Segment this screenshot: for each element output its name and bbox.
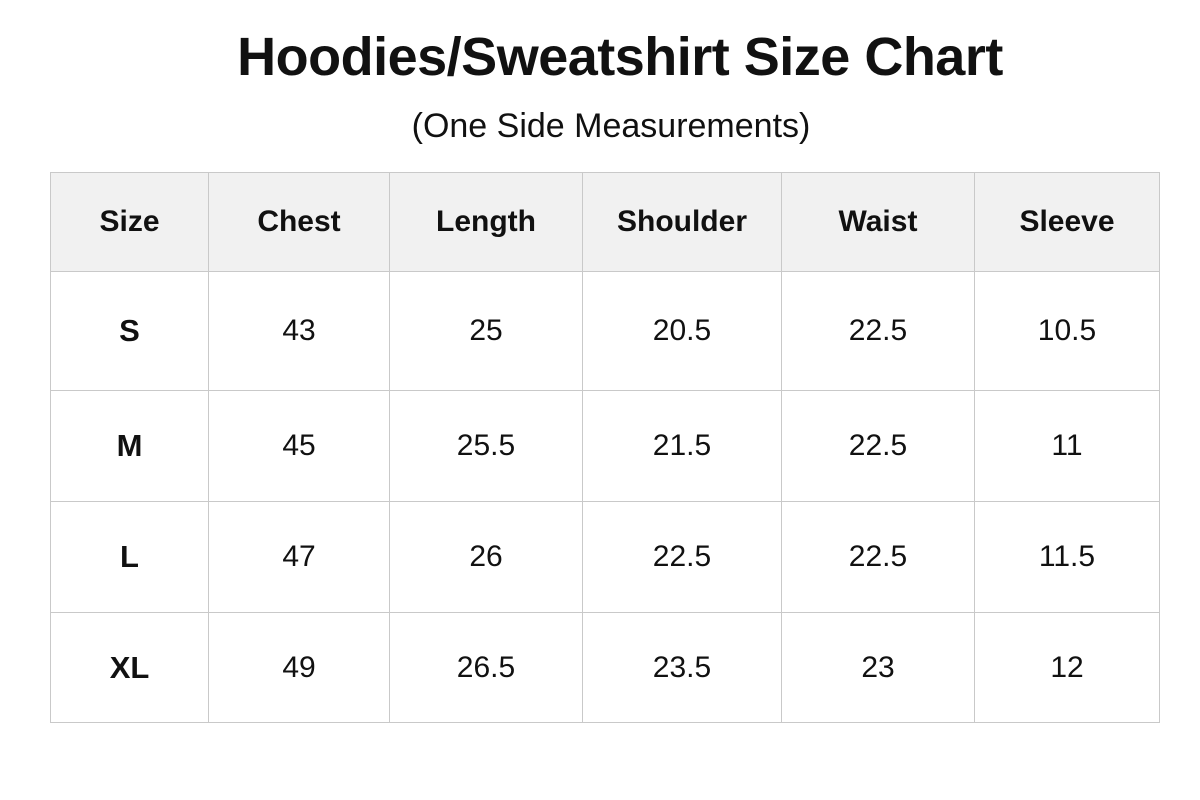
length-cell: 26.5	[389, 612, 583, 723]
table-row: S 43 25 20.5 22.5 10.5	[50, 271, 1160, 391]
chest-cell: 45	[208, 390, 390, 502]
waist-cell: 22.5	[781, 271, 975, 391]
chest-cell: 43	[208, 271, 390, 391]
page-title: Hoodies/Sweatshirt Size Chart	[237, 27, 1003, 87]
waist-cell: 23	[781, 612, 975, 723]
chest-cell: 47	[208, 501, 390, 613]
shoulder-cell: 21.5	[582, 390, 782, 502]
waist-cell: 22.5	[781, 501, 975, 613]
length-cell: 26	[389, 501, 583, 613]
size-cell: XL	[50, 612, 209, 723]
size-chart-table: Size Chest Length Shoulder Waist Sleeve …	[50, 172, 1160, 723]
sleeve-cell: 11	[974, 390, 1160, 502]
table-header-row: Size Chest Length Shoulder Waist Sleeve	[50, 172, 1160, 272]
sleeve-cell: 11.5	[974, 501, 1160, 613]
header-length: Length	[389, 172, 583, 272]
table-row: XL 49 26.5 23.5 23 12	[50, 612, 1160, 723]
header-shoulder: Shoulder	[582, 172, 782, 272]
table-row: L 47 26 22.5 22.5 11.5	[50, 501, 1160, 613]
header-waist: Waist	[781, 172, 975, 272]
header-sleeve: Sleeve	[974, 172, 1160, 272]
chest-cell: 49	[208, 612, 390, 723]
sleeve-cell: 12	[974, 612, 1160, 723]
waist-cell: 22.5	[781, 390, 975, 502]
header-size: Size	[50, 172, 209, 272]
shoulder-cell: 20.5	[582, 271, 782, 391]
page-subtitle: (One Side Measurements)	[411, 107, 811, 145]
table-row: M 45 25.5 21.5 22.5 11	[50, 390, 1160, 502]
shoulder-cell: 23.5	[582, 612, 782, 723]
size-cell: M	[50, 390, 209, 502]
header-chest: Chest	[208, 172, 390, 272]
sleeve-cell: 10.5	[974, 271, 1160, 391]
length-cell: 25.5	[389, 390, 583, 502]
shoulder-cell: 22.5	[582, 501, 782, 613]
size-cell: L	[50, 501, 209, 613]
length-cell: 25	[389, 271, 583, 391]
size-cell: S	[50, 271, 209, 391]
